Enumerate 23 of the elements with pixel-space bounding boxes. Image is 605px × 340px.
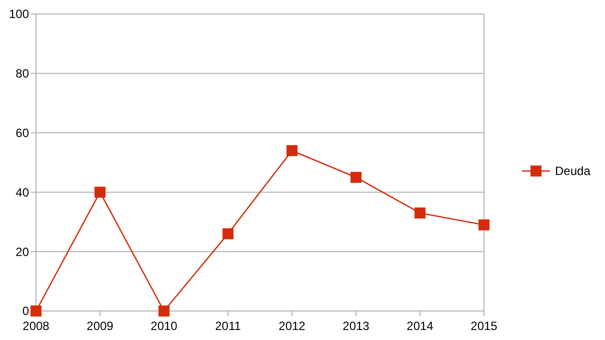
y-tick-label: 0 xyxy=(22,304,30,318)
x-tick-label: 2011 xyxy=(215,319,242,333)
x-tick-label: 2008 xyxy=(22,319,50,333)
x-tick-label: 2014 xyxy=(406,319,434,333)
point xyxy=(286,145,298,156)
point xyxy=(30,306,42,316)
y-tick-label: 60 xyxy=(16,126,30,140)
point xyxy=(158,306,170,316)
y-tick-label: 80 xyxy=(16,66,30,81)
y-tick-label: 100 xyxy=(8,7,30,22)
y-tick-label: 40 xyxy=(16,185,30,200)
point xyxy=(350,172,362,183)
x-tick-label: 2009 xyxy=(86,319,114,333)
legend-label: Deuda xyxy=(555,164,591,178)
point xyxy=(222,228,234,240)
point xyxy=(478,219,490,230)
x-tick-label: 2015 xyxy=(470,319,498,333)
x-tick-label: 2012 xyxy=(278,319,306,333)
y-tick-label: 20 xyxy=(16,244,30,259)
point xyxy=(414,207,426,218)
x-tick-label: 2013 xyxy=(342,319,370,333)
x-tick-label: 2010 xyxy=(150,319,178,333)
point xyxy=(94,186,106,198)
